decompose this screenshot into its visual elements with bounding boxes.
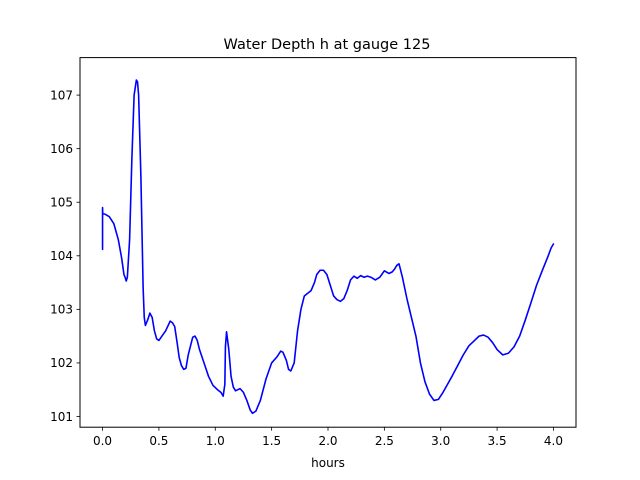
x-axis-label: hours [311,456,345,470]
y-tick-label: 102 [50,356,73,370]
x-tick-label: 4.0 [544,434,563,448]
y-tick-label: 101 [50,410,73,424]
y-tick-label: 107 [50,88,73,102]
axis-ticks: 0.0 0.5 1.0 1.5 2.0 2.5 3.0 3.5 4.0 101 102 103 104 1… [50,88,563,448]
x-tick-label: 0.0 [93,434,112,448]
plot-frame [79,57,577,428]
series-line [101,79,555,415]
x-tick-label: 1.5 [262,434,281,448]
x-tick-label: 2.0 [318,434,337,448]
x-tick-label: 2.5 [375,434,394,448]
x-tick-label: 1.0 [206,434,225,448]
y-tick-label: 105 [50,196,73,210]
y-tick-label: 106 [50,142,73,156]
y-tick-label: 103 [50,303,73,317]
x-tick-label: 0.5 [149,434,168,448]
x-tick-label: 3.5 [488,434,507,448]
y-tick-label: 104 [50,249,73,263]
x-tick-label: 3.0 [431,434,450,448]
chart-title: Water Depth h at gauge 125 [224,37,431,53]
